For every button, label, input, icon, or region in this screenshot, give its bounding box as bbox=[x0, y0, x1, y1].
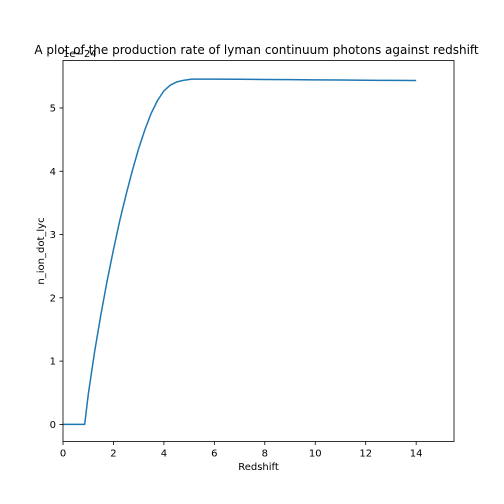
x-axis: 0 2 4 6 8 10 12 14 bbox=[60, 441, 423, 460]
x-tick-label: 0 bbox=[60, 449, 66, 460]
y-axis: 0 1 2 3 4 5 bbox=[50, 103, 63, 431]
y-tick-label: 3 bbox=[50, 230, 56, 241]
x-tick-label: 12 bbox=[359, 449, 372, 460]
plot-frame bbox=[62, 60, 455, 442]
x-axis-label: Redshift bbox=[238, 462, 279, 473]
x-tick-label: 8 bbox=[262, 449, 268, 460]
plot-area bbox=[63, 78, 417, 426]
y-axis-offset-text: 1e−24 bbox=[63, 49, 97, 60]
series-line-0 bbox=[63, 78, 417, 426]
y-tick-label: 0 bbox=[50, 420, 56, 431]
x-tick-label: 4 bbox=[161, 449, 167, 460]
y-tick-label: 5 bbox=[50, 103, 56, 114]
x-tick-label: 2 bbox=[110, 449, 116, 460]
chart-title: A plot of the production rate of lyman c… bbox=[34, 43, 479, 57]
x-tick-label: 10 bbox=[309, 449, 322, 460]
y-tick-label: 1 bbox=[50, 357, 56, 368]
y-tick-label: 2 bbox=[50, 293, 56, 304]
y-axis-label: n_ion_dot_lyc bbox=[36, 217, 47, 284]
y-tick-label: 4 bbox=[50, 167, 56, 178]
x-tick-label: 6 bbox=[211, 449, 217, 460]
x-tick-label: 14 bbox=[410, 449, 423, 460]
